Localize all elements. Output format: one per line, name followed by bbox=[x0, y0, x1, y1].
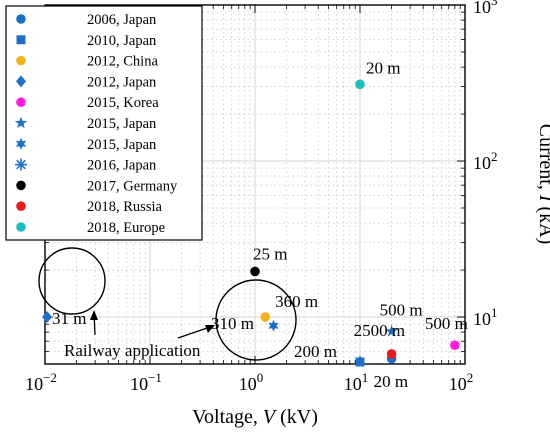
legend-label: 2012, Japan bbox=[87, 74, 157, 90]
legend-marker bbox=[16, 14, 26, 24]
legend-marker bbox=[16, 75, 26, 88]
y-tick-label: 102 bbox=[473, 149, 498, 173]
legend-label: 2018, Europe bbox=[87, 220, 165, 236]
legend-box bbox=[5, 5, 203, 241]
legend-label: 2015, Japan bbox=[87, 116, 157, 132]
point-label: 310 m bbox=[211, 314, 254, 333]
x-tick-label: 100 bbox=[239, 370, 264, 394]
legend-marker bbox=[16, 97, 26, 107]
y-tick-labels: 101 102 103 bbox=[473, 0, 498, 329]
point-label: 360 m bbox=[275, 292, 318, 311]
legend-label: 2012, China bbox=[87, 54, 158, 70]
x-axis-label: Voltage, V (kV) bbox=[192, 406, 318, 428]
point-label: 20 m bbox=[374, 372, 408, 391]
data-point bbox=[42, 311, 52, 324]
legend-label: 2018, Russia bbox=[87, 199, 162, 215]
data-point bbox=[250, 266, 260, 277]
point-label: 500 m bbox=[425, 314, 468, 333]
point-label: 500 m bbox=[380, 300, 423, 319]
point-label: 25 m bbox=[253, 244, 287, 263]
legend-items: 2006, Japan 2010, Japan 2012, China 2012, J… bbox=[14, 12, 178, 236]
data-point bbox=[268, 319, 279, 332]
railway-circle-31m bbox=[38, 247, 106, 315]
legend-marker bbox=[16, 201, 26, 211]
legend: 2006, Japan 2010, Japan 2012, China 2012, J… bbox=[5, 5, 203, 241]
legend-marker bbox=[16, 180, 26, 191]
legend-label: 2015, Korea bbox=[87, 95, 159, 111]
x-tick-labels: 10−2 10−1 100 101 102 bbox=[25, 370, 473, 394]
legend-label: 2016, Japan bbox=[87, 158, 157, 174]
y-tick-label: 101 bbox=[473, 305, 498, 329]
data-point bbox=[450, 340, 460, 350]
legend-label: 2010, Japan bbox=[87, 33, 157, 49]
x-tick-label: 10−2 bbox=[25, 370, 57, 394]
x-tick-label: 102 bbox=[449, 370, 474, 394]
x-tick-label: 10−1 bbox=[130, 370, 162, 394]
railway-application-label: Railway application bbox=[64, 341, 201, 360]
point-label: 31 m bbox=[52, 309, 86, 328]
point-label: 200 m bbox=[294, 342, 337, 361]
legend-label: 2017, Germany bbox=[87, 178, 178, 194]
y-tick-label: 103 bbox=[473, 0, 498, 17]
legend-marker bbox=[16, 55, 26, 66]
legend-label: 2006, Japan bbox=[87, 12, 157, 28]
legend-label: 2015, Japan bbox=[87, 137, 157, 153]
data-point bbox=[260, 312, 270, 322]
callout-arrows bbox=[90, 310, 215, 339]
data-point bbox=[355, 357, 365, 367]
legend-marker bbox=[15, 137, 27, 150]
legend-marker bbox=[16, 35, 26, 45]
asterisk-stroke bbox=[16, 159, 26, 170]
legend-marker bbox=[15, 158, 27, 171]
x-tick-label: 101 bbox=[344, 370, 369, 394]
data-point bbox=[355, 79, 365, 90]
legend-marker bbox=[16, 222, 26, 232]
data-points bbox=[42, 79, 460, 367]
data-point bbox=[385, 324, 398, 337]
point-label: 20 m bbox=[366, 58, 400, 77]
point-label: 2500 m bbox=[354, 321, 405, 340]
railway-circle-310m bbox=[215, 279, 297, 361]
legend-marker bbox=[14, 116, 28, 129]
y-axis-label: Current, I (kA) bbox=[535, 124, 550, 245]
data-point bbox=[386, 349, 397, 359]
